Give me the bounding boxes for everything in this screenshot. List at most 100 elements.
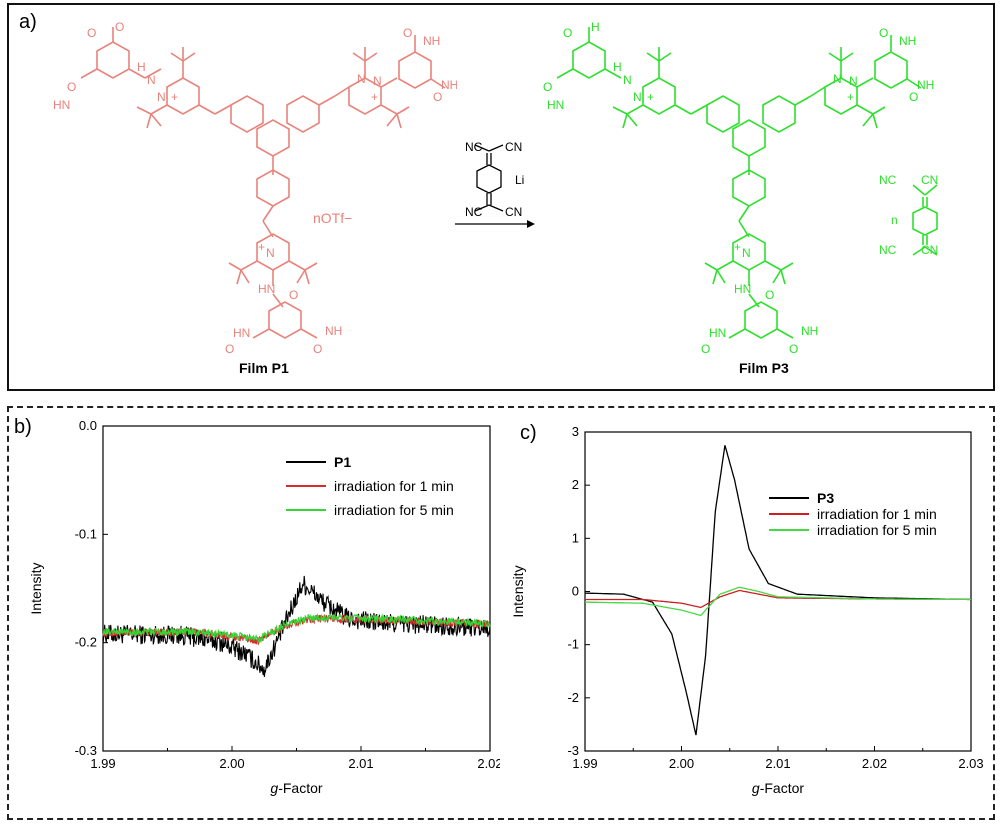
svg-text:N: N [157, 90, 166, 104]
film-left-label: Film P1 [239, 360, 289, 376]
x-tick-label: 2.01 [765, 756, 790, 771]
legend-label: P1 [334, 454, 351, 470]
y-tick-label: -2 [567, 690, 579, 705]
reagent-nc-top: NC [465, 140, 483, 154]
x-tick-label: 1.99 [572, 756, 597, 771]
svg-text:NH: NH [917, 78, 934, 92]
chart-c: 1.99 2.00 2.01 2.02 2.03 3 2 1 0 -1 -2 -3 g-Factor In… [510, 424, 984, 796]
svg-text:O: O [909, 90, 918, 104]
legend-label: irradiation for 5 min [334, 502, 454, 518]
anion-cn-top: CN [921, 173, 939, 187]
svg-text:N: N [633, 90, 642, 104]
svg-text:H: H [591, 20, 600, 34]
x-tick-label: 2.02 [862, 756, 887, 771]
svg-text:O: O [433, 90, 442, 104]
anion-nc-bottom: NC [879, 243, 897, 257]
svg-text:O: O [313, 342, 322, 356]
legend-label: irradiation for 5 min [817, 522, 937, 538]
x-axis-label-rest: -Factor [760, 780, 805, 796]
y-axis-label: Intensity [28, 562, 44, 614]
reagent-structure [474, 144, 504, 212]
counterion-label: nOTf− [313, 210, 353, 226]
x-axis-label-rest: -Factor [278, 780, 323, 796]
svg-text:O: O [543, 80, 552, 94]
series-line-0 [102, 575, 491, 677]
reagent-cn-top: CN [505, 140, 523, 154]
scheme-panel: a) [7, 3, 995, 391]
y-tick-label: -3 [567, 743, 579, 758]
x-axis-label: g-Factor [752, 780, 804, 796]
svg-text:O: O [563, 26, 572, 40]
svg-text:O: O [765, 288, 774, 302]
svg-text:H: H [613, 60, 622, 74]
reaction-arrow [455, 220, 535, 228]
film-right-label: Film P3 [739, 360, 789, 376]
svg-text:O: O [115, 20, 124, 34]
svg-text:+: + [647, 90, 654, 104]
y-tick-label: 0.0 [79, 418, 97, 433]
series-line-2 [584, 586, 971, 617]
y-tick-label: -0.2 [75, 635, 97, 650]
x-tick-label: 1.99 [90, 756, 115, 771]
legend-label: P3 [817, 490, 834, 506]
x-tick-label: 2.01 [348, 756, 373, 771]
x-axis-label-italic: g [270, 780, 278, 796]
reagent-li: Li [515, 173, 525, 187]
y-tick-label: 3 [572, 424, 579, 439]
svg-text:O: O [403, 26, 412, 40]
svg-text:N: N [833, 72, 842, 86]
anion-nc-top: NC [879, 173, 897, 187]
legend-label: irradiation for 1 min [817, 506, 937, 522]
y-tick-label: -0.1 [75, 526, 97, 541]
panel-b-label: b) [14, 416, 32, 438]
x-tick-label: 2.03 [958, 756, 983, 771]
x-tick-label: 2.02 [477, 756, 500, 771]
x-axis-label-italic: g [752, 780, 760, 796]
legend-label: irradiation for 1 min [334, 478, 454, 494]
plot-frame [102, 425, 491, 752]
svg-text:N: N [623, 73, 632, 87]
epr-panels [7, 406, 995, 820]
svg-text:HN: HN [53, 98, 70, 112]
svg-text:NH: NH [899, 34, 916, 48]
svg-text:+: + [171, 90, 178, 104]
svg-text:O: O [225, 342, 234, 356]
anion-n: n [891, 213, 898, 227]
svg-text:NH: NH [441, 78, 457, 92]
svg-text:O: O [701, 342, 710, 356]
x-tick-label: 2.00 [219, 756, 244, 771]
svg-text:O: O [87, 26, 96, 40]
svg-text:N: N [357, 72, 366, 86]
svg-text:O: O [789, 342, 798, 356]
series-line-2 [102, 613, 491, 644]
svg-text:NH: NH [801, 324, 818, 338]
y-tick-label: -1 [567, 637, 579, 652]
x-axis-label: g-Factor [270, 780, 322, 796]
svg-text:HN: HN [233, 326, 250, 340]
y-axis-label: Intensity [510, 565, 526, 617]
svg-text:N: N [742, 246, 751, 260]
svg-text:HN: HN [258, 282, 275, 296]
svg-text:HN: HN [547, 98, 564, 112]
svg-text:HN: HN [709, 326, 726, 340]
x-tick-label: 2.00 [669, 756, 694, 771]
svg-text:+: + [734, 240, 741, 254]
svg-text:NH: NH [423, 34, 440, 48]
chart-b: 1.99 2.00 2.01 2.02 0.0 -0.1 -0.2 -0.3 g-Factor I… [28, 418, 500, 796]
svg-text:+: + [847, 90, 854, 104]
svg-text:N: N [266, 246, 275, 260]
panel-c-label: c) [520, 422, 537, 444]
svg-text:HN: HN [734, 282, 751, 296]
svg-text:+: + [371, 90, 378, 104]
plot-frame [584, 431, 972, 752]
y-tick-label: -0.3 [75, 743, 97, 758]
anion-cn-bottom: CN [921, 243, 939, 257]
svg-text:NH: NH [325, 324, 342, 338]
svg-text:N: N [373, 74, 382, 88]
svg-text:N: N [849, 74, 858, 88]
y-tick-label: 2 [572, 477, 579, 492]
y-tick-label: 1 [572, 530, 579, 545]
series-line-0 [585, 445, 971, 736]
